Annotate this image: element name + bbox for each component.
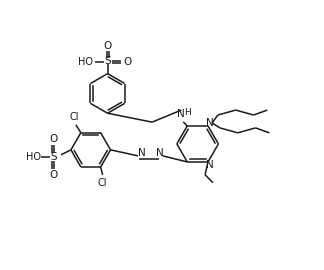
Text: O: O bbox=[49, 170, 57, 180]
Text: O: O bbox=[123, 57, 132, 67]
Text: H: H bbox=[184, 107, 191, 117]
Text: S: S bbox=[51, 152, 57, 162]
Text: N: N bbox=[156, 148, 164, 158]
Text: N: N bbox=[178, 109, 185, 119]
Text: O: O bbox=[49, 134, 57, 144]
Text: N: N bbox=[206, 160, 214, 170]
Text: S: S bbox=[104, 56, 111, 66]
Text: N: N bbox=[138, 148, 146, 158]
Text: HO: HO bbox=[26, 152, 41, 162]
Text: HO: HO bbox=[78, 57, 93, 67]
Text: Cl: Cl bbox=[69, 112, 79, 122]
Text: Cl: Cl bbox=[98, 178, 107, 188]
Text: N: N bbox=[206, 118, 214, 128]
Text: O: O bbox=[103, 41, 112, 51]
